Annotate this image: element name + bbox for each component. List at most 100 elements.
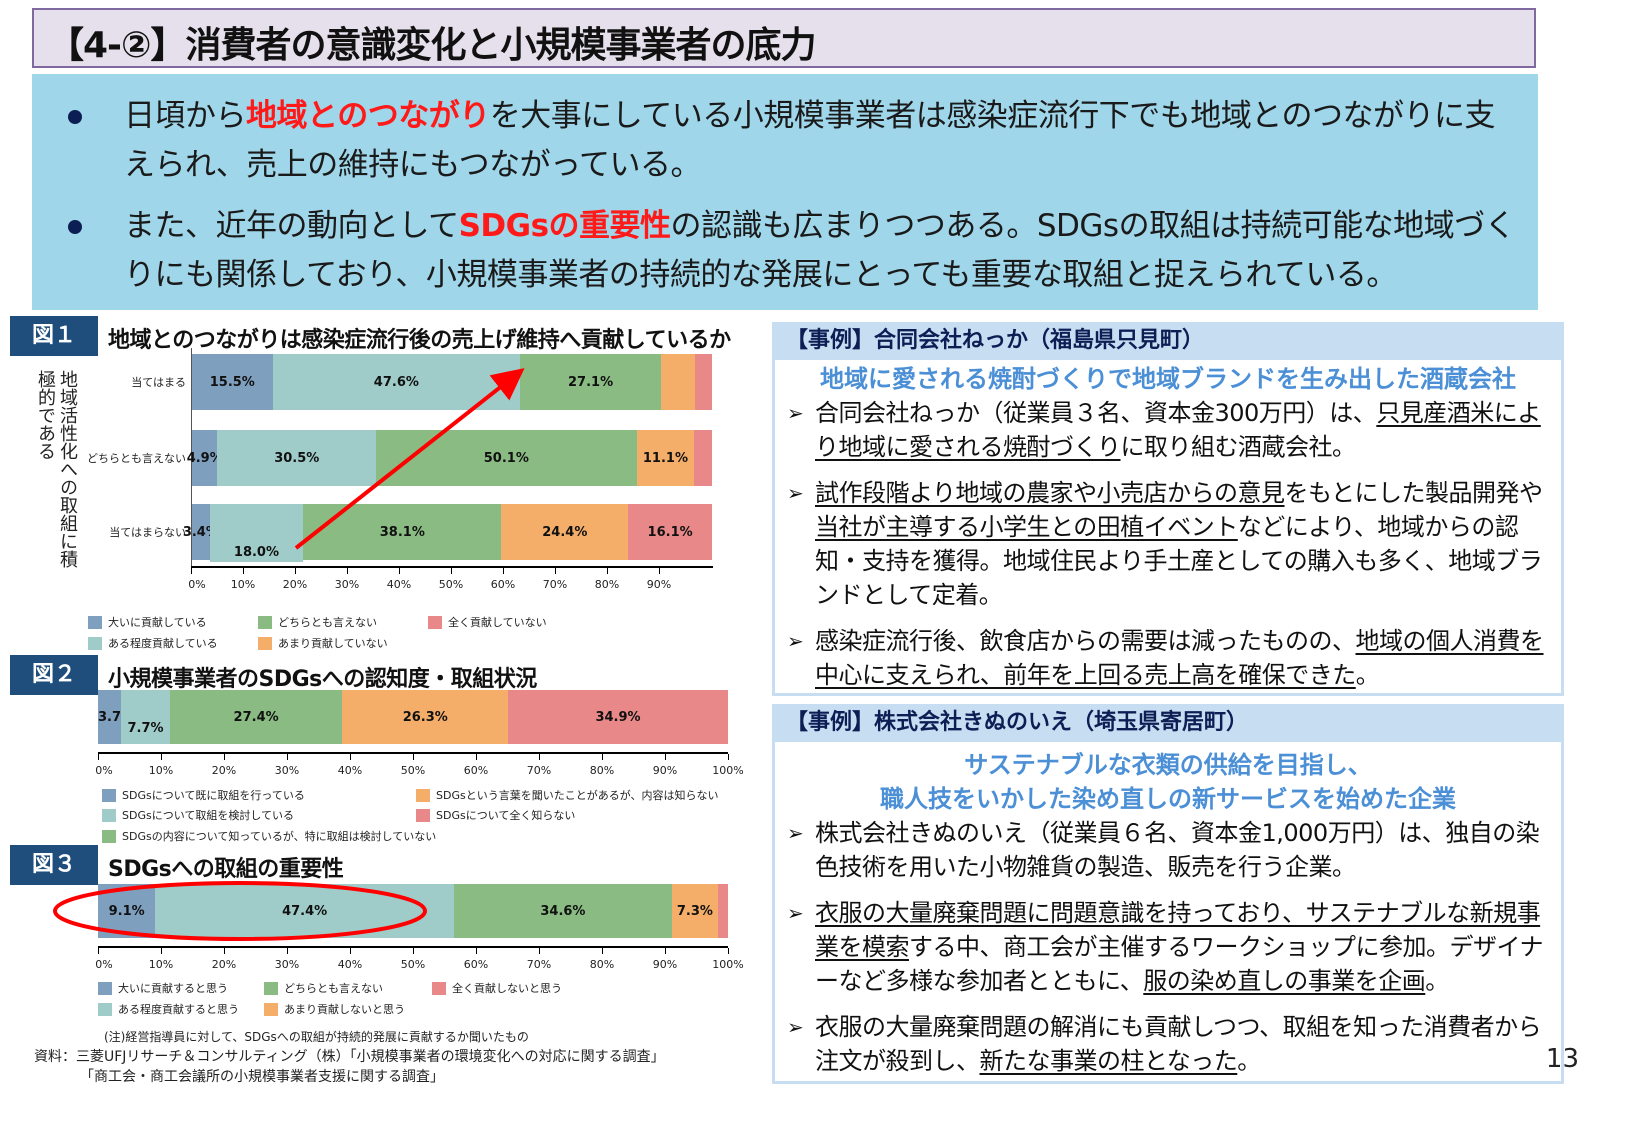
legend-item: 大いに貢献している	[88, 614, 207, 630]
axis-tick-label: 70%	[526, 764, 552, 777]
figure-3-chart: 9.1% 47.4% 34.6% 7.3%	[98, 884, 728, 938]
figure-3-title: SDGsへの取組の重要性	[108, 857, 344, 882]
legend-item: SDGsの内容について知っているが、特に取組は検討していない	[102, 828, 436, 844]
axis-tick	[413, 948, 414, 954]
text: 。	[1425, 967, 1449, 995]
axis-tick-label: 100%	[712, 764, 744, 777]
case-1-bullet: ➢ 感染症流行後、飲食店からの需要は減ったものの、地域の個人消費を中心に支えられ、…	[775, 624, 1561, 692]
bar-segment: 26.3%	[342, 690, 509, 744]
legend-item: SDGsについて全く知らない	[416, 807, 575, 823]
axis-tick	[98, 948, 99, 954]
arrow-bullet-icon: ➢	[787, 481, 804, 505]
legend-label: 大いに貢献している	[108, 616, 207, 629]
case-study-1: 【事例】合同会社ねっか（福島県只見町） 地域に愛される焼酎づくりで地域ブランドを…	[772, 322, 1564, 696]
underlined-text: 衣服の大量廃棄問題に問題意識を持っており、サステナブルな新規事業を模索	[815, 899, 1541, 961]
case-1-body: 地域に愛される焼酎づくりで地域ブランドを生み出した酒蔵会社 ➢ 合同会社ねっか（従…	[772, 360, 1564, 696]
legend-label: SDGsという言葉を聞いたことがあるが、内容は知らない	[436, 789, 719, 802]
legend-item: どちらとも言えない	[258, 614, 377, 630]
bar-segment	[717, 884, 728, 938]
axis-tick	[539, 754, 540, 760]
figure-1-tag: 図１	[10, 316, 98, 356]
bar-segment: 15.5%	[192, 354, 273, 410]
case-1-bullet: ➢ 合同会社ねっか（従業員３名、資本金300万円）は、只見産酒米により地域に愛され…	[775, 396, 1561, 464]
summary-bullet-2: また、近年の動向としてSDGsの重要性の認識も広まりつつある。SDGsの取組は持…	[68, 202, 1524, 300]
legend-swatch-icon	[258, 615, 272, 629]
axis-tick	[350, 948, 351, 954]
underlined-text: 試作段階より地域の農家や小売店からの意見	[815, 479, 1285, 507]
axis-tick-label: 30%	[274, 764, 300, 777]
page-title: 【4-②】消費者の意識変化と小規模事業者の底力	[48, 25, 816, 66]
highlight-ellipse-icon	[53, 881, 427, 941]
underlined-text: 只見産酒米により地域に愛される焼酎づくり	[815, 399, 1541, 461]
axis-tick-label: 40%	[386, 578, 412, 591]
bar-segment: 50.1%	[376, 430, 637, 486]
source-line-2: 「商工会・商工会議所の小規模事業者支援に関する調査」	[80, 1069, 444, 1085]
legend-label: SDGsについて既に取組を行っている	[122, 789, 305, 802]
bar-segment: 27.1%	[520, 354, 662, 410]
axis-tick	[98, 754, 99, 760]
case-2-bullet: ➢ 衣服の大量廃棄問題に問題意識を持っており、サステナブルな新規事業を模索する中、…	[775, 896, 1561, 998]
figure-1-x-axis: 0% 10% 20% 30% 40% 50% 60% 70% 80% 90%	[188, 566, 713, 591]
bar-segment: 34.9%	[508, 690, 728, 744]
text: などにより、地域からの認知・支持を獲得。地域住民より手土産としての購入も多く、地…	[815, 513, 1543, 609]
axis-tick-label: 50%	[400, 764, 426, 777]
text: 衣服の大量廃棄問題の解消にも貢献しつつ、取組を知った消費者から注文が殺到し、	[815, 1013, 1542, 1075]
axis-tick	[350, 754, 351, 760]
bullet-dot-icon	[68, 110, 82, 124]
stacked-bar: 3.4% 18.0% 38.1% 24.4% 16.1%	[183, 504, 712, 562]
legend-label: あまり貢献しないと思う	[284, 1003, 405, 1016]
axis-tick-label: 20%	[282, 578, 308, 591]
figure-2-title: 小規模事業者のSDGsへの認知度・取組状況	[108, 667, 537, 692]
legend-swatch-icon	[88, 615, 102, 629]
bar-segment: 27.4%	[169, 690, 343, 744]
legend-swatch-icon	[102, 788, 116, 802]
legend-swatch-icon	[428, 615, 442, 629]
axis-tick	[665, 754, 666, 760]
source-line-1: 資料：三菱UFJリサーチ＆コンサルティング（株）「小規模事業者の環境変化への対応…	[34, 1049, 665, 1065]
legend-item: SDGsについて既に取組を行っている	[102, 787, 305, 803]
bar-segment: 7.3%	[671, 884, 718, 938]
bar-segment: 38.1%	[303, 504, 502, 560]
legend-item: 全く貢献していない	[428, 614, 547, 630]
axis-tick	[295, 568, 296, 574]
bar-segment: 47.4%	[155, 884, 454, 938]
axis-tick	[602, 754, 603, 760]
axis-tick	[347, 568, 348, 574]
legend-label: あまり貢献していない	[278, 637, 388, 650]
text: 感染症流行後、飲食店からの需要は減ったものの、	[815, 627, 1356, 655]
case-2-subtitle-1: サステナブルな衣類の供給を目指し、	[964, 751, 1372, 779]
case-2-bullet: ➢ 衣服の大量廃棄問題の解消にも貢献しつつ、取組を知った消費者から注文が殺到し、新…	[775, 1010, 1561, 1078]
axis-tick	[539, 948, 540, 954]
axis-tick-label: 90%	[652, 764, 678, 777]
bullet-dot-icon	[68, 220, 82, 234]
summary-panel: 日頃から地域とのつながりを大事にしている小規模事業者は感染症流行下でも地域とのつ…	[32, 74, 1538, 310]
axis-tick-label: 0%	[95, 764, 113, 777]
legend-item: 全く貢献しないと思う	[432, 980, 562, 996]
case-1-heading: 【事例】合同会社ねっか（福島県只見町）	[772, 322, 1564, 360]
text: 合同会社ねっか（従業員３名、資本金300万円）は、	[815, 399, 1377, 427]
axis-tick	[287, 754, 288, 760]
arrow-bullet-icon: ➢	[787, 1015, 804, 1039]
axis-tick	[451, 568, 452, 574]
text: をもとにした製品開発や	[1284, 479, 1544, 507]
legend-item: 大いに貢献すると思う	[98, 980, 228, 996]
axis-tick	[728, 754, 729, 760]
figure-2-x-axis: 0% 10% 20% 30% 40% 50% 60% 70% 80% 90% 100%	[95, 752, 744, 777]
legend-label: 全く貢献しないと思う	[452, 982, 562, 995]
legend-label: SDGsについて全く知らない	[436, 809, 576, 822]
legend-label: 大いに貢献すると思う	[118, 982, 228, 995]
row-label: 当てはまる	[131, 376, 186, 389]
axis-tick-label: 80%	[594, 578, 620, 591]
legend-item: ある程度貢献すると思う	[98, 1001, 239, 1017]
axis-tick-label: 90%	[652, 958, 678, 971]
legend-item: どちらとも言えない	[264, 980, 383, 996]
figure-1-title: 地域とのつながりは感染症流行後の売上げ維持へ貢献しているか	[108, 328, 731, 353]
page-title-box: 【4-②】消費者の意識変化と小規模事業者の底力	[32, 8, 1536, 68]
bar-segment: 47.6%	[272, 354, 521, 410]
bar-segment	[695, 354, 712, 410]
legend-label: どちらとも言えない	[284, 982, 383, 995]
case-2-bullet: ➢ 株式会社きぬのいえ（従業員６名、資本金1,000万円）は、独自の染色技術を用い…	[775, 816, 1561, 884]
axis-tick	[224, 754, 225, 760]
underlined-text: 新たな事業の柱となった	[979, 1047, 1238, 1075]
axis-tick	[476, 754, 477, 760]
